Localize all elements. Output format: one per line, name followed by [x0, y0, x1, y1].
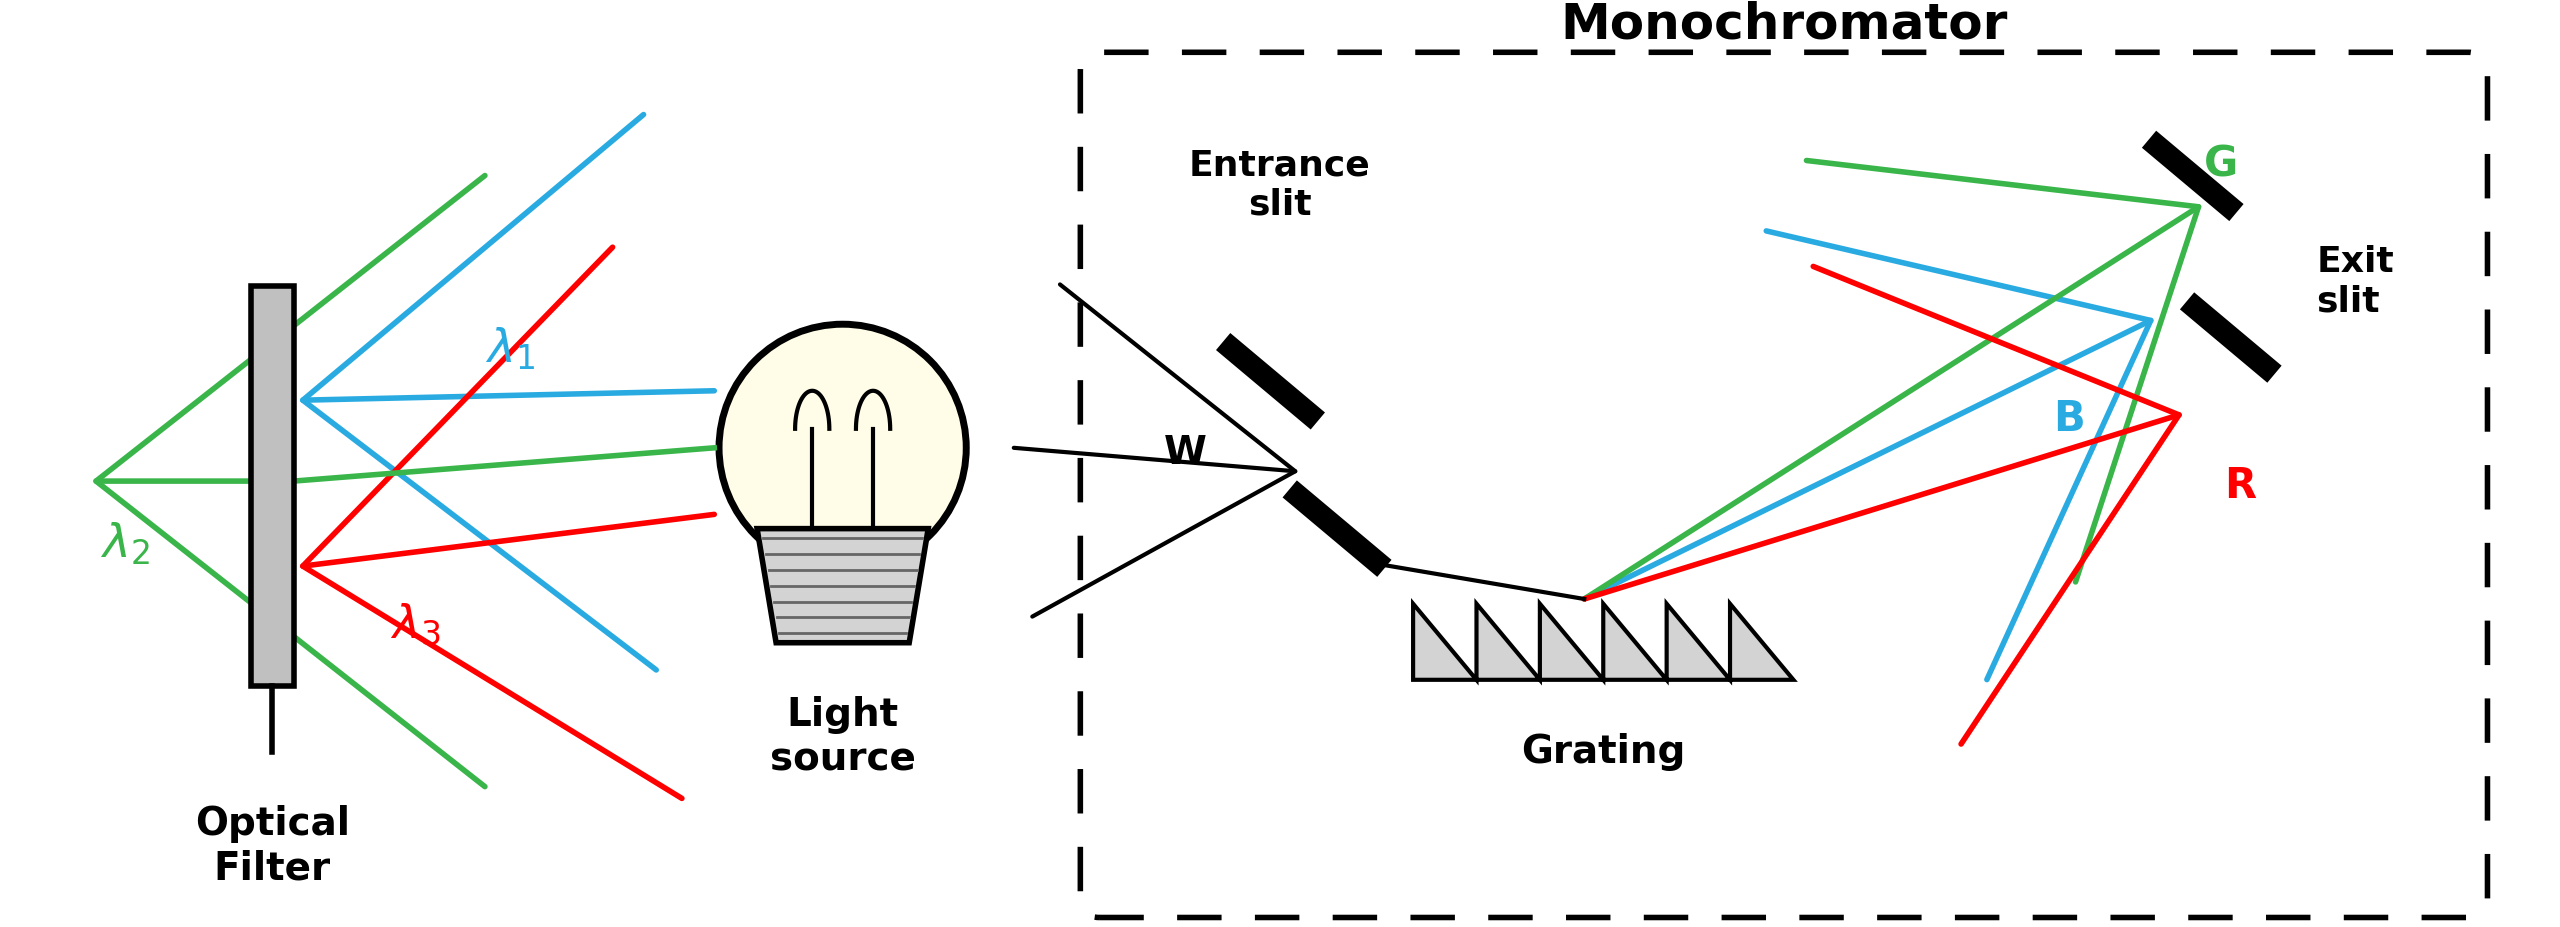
Text: Optical
Filter: Optical Filter: [195, 805, 351, 886]
Text: Light
source: Light source: [771, 695, 916, 777]
Text: B: B: [2053, 398, 2084, 439]
Text: Exit
slit: Exit slit: [2317, 245, 2394, 318]
Text: $\lambda_2$: $\lambda_2$: [100, 520, 148, 566]
Polygon shape: [758, 529, 929, 643]
Text: R: R: [2225, 464, 2255, 506]
Text: W: W: [1162, 433, 1206, 471]
Text: Grating: Grating: [1521, 732, 1684, 770]
Text: Monochromator: Monochromator: [1559, 1, 2007, 48]
Circle shape: [719, 324, 965, 572]
Text: $\lambda_1$: $\lambda_1$: [484, 325, 535, 372]
Polygon shape: [1413, 604, 1795, 680]
Text: Entrance
slit: Entrance slit: [1190, 148, 1370, 222]
Text: $\lambda_3$: $\lambda_3$: [389, 601, 440, 647]
Bar: [251, 286, 294, 686]
Text: G: G: [2204, 144, 2237, 185]
